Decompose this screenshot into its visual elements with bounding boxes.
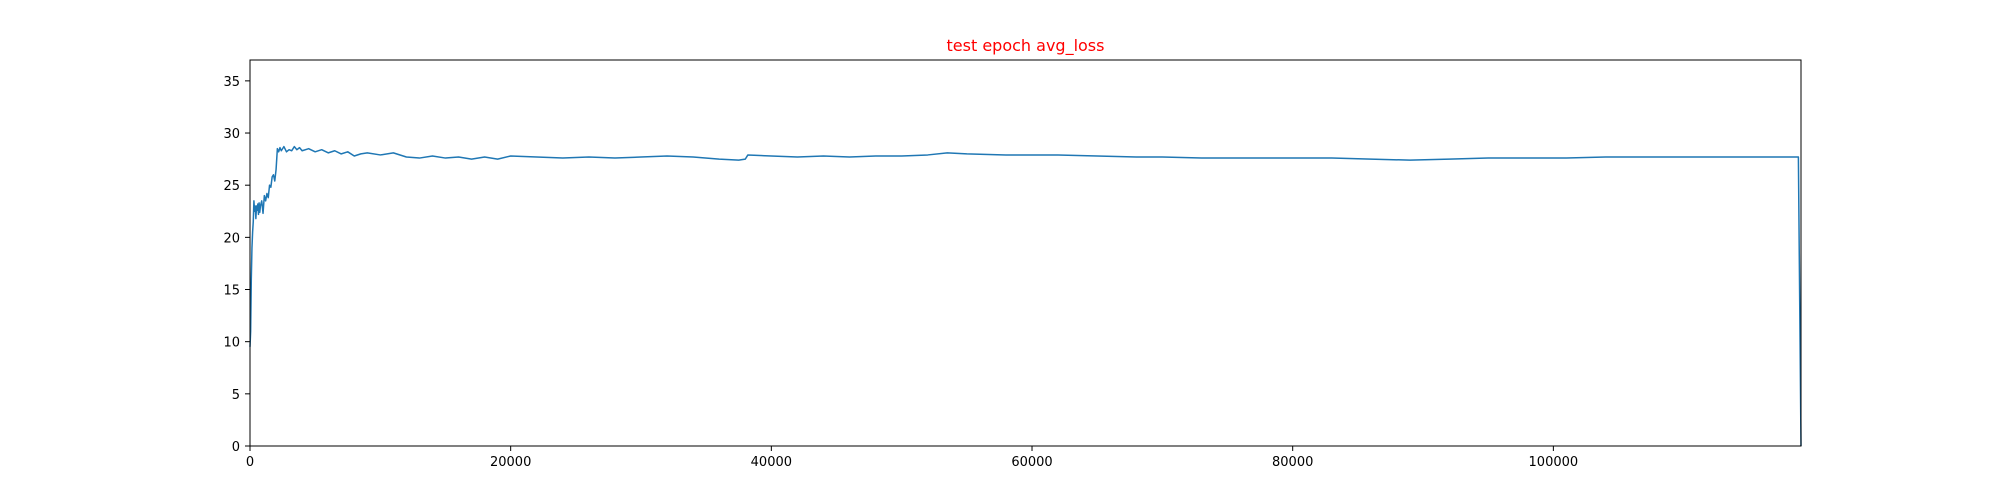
x-tick-label: 20000 bbox=[490, 455, 531, 470]
series-line bbox=[249, 145, 1802, 447]
x-tick-label: 40000 bbox=[751, 455, 792, 470]
plot-area-background bbox=[250, 60, 1801, 446]
y-tick-label: 30 bbox=[223, 127, 240, 142]
x-tick-label: 0 bbox=[246, 455, 254, 470]
y-tick-label: 10 bbox=[223, 336, 240, 351]
y-axis: 0 5 10 15 20 25 30 35 bbox=[223, 75, 250, 455]
y-tick-label: 25 bbox=[223, 179, 240, 194]
x-tick-label: 60000 bbox=[1011, 455, 1052, 470]
plot-frame bbox=[249, 59, 1802, 447]
x-axis: 0 20000 40000 60000 80000 100000 bbox=[246, 446, 1578, 470]
x-tick-label: 80000 bbox=[1272, 455, 1313, 470]
chart-title: test epoch avg_loss bbox=[946, 36, 1105, 55]
y-tick-label: 0 bbox=[232, 440, 240, 455]
y-tick-label: 5 bbox=[232, 388, 240, 403]
y-tick-label: 20 bbox=[223, 231, 240, 246]
y-tick-label: 15 bbox=[223, 284, 240, 299]
y-tick-label: 35 bbox=[223, 75, 240, 90]
x-tick-label: 100000 bbox=[1529, 455, 1579, 470]
